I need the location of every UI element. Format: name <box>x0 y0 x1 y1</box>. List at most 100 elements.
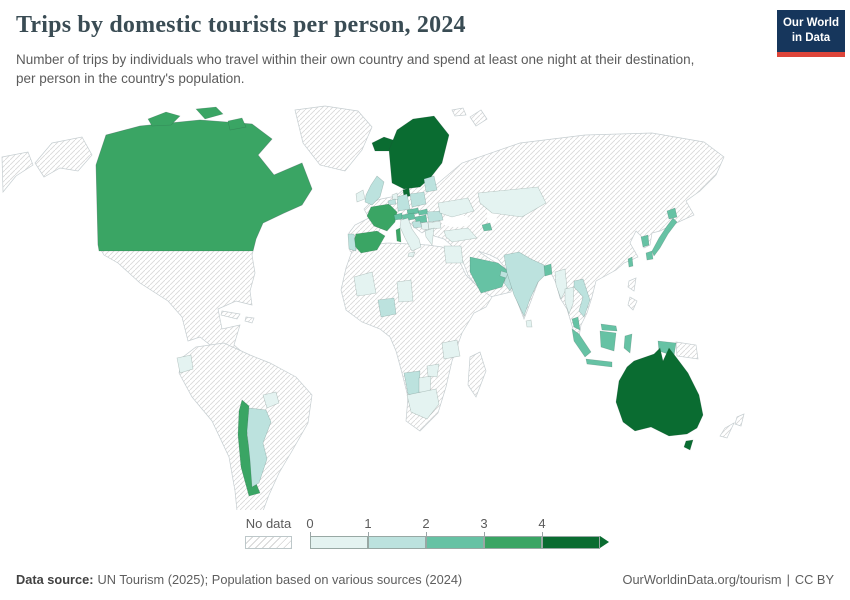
country-egypt[interactable] <box>443 245 464 264</box>
legend-tickmark-1 <box>368 532 369 536</box>
owid-logo[interactable]: Our World in Data <box>777 10 845 57</box>
legend-no-data-label: No data <box>245 516 292 531</box>
footer-owid-link[interactable]: OurWorldinData.org/tourism <box>622 572 782 587</box>
owid-logo-line1: Our World <box>782 17 839 29</box>
country-azerbaijan[interactable] <box>481 222 493 232</box>
country-norway-sweden-finland[interactable] <box>388 115 450 190</box>
country-switzerland[interactable] <box>393 212 403 221</box>
legend-tick-1: 1 <box>364 516 372 531</box>
landmass-novaya-zemlya <box>469 109 488 127</box>
chart-footer: Data source: UN Tourism (2025); Populatio… <box>16 572 834 587</box>
country-tanzania[interactable] <box>441 339 461 360</box>
country-canada-arctic-islands[interactable] <box>147 106 247 131</box>
landmass-svalbard <box>451 107 467 117</box>
country-south-africa[interactable] <box>406 388 440 420</box>
country-chad[interactable] <box>396 279 414 303</box>
country-malaysia-peninsula[interactable] <box>571 316 581 331</box>
country-italy[interactable] <box>399 217 422 258</box>
footer-source-label: Data source: <box>16 572 94 587</box>
country-sri-lanka[interactable] <box>525 319 533 328</box>
country-japan[interactable] <box>645 207 678 261</box>
footer-source: Data source: UN Tourism (2025); Populatio… <box>16 572 462 587</box>
legend-bin-4-plus[interactable] <box>542 536 600 549</box>
legend-bin-0-1[interactable] <box>310 536 368 549</box>
country-mali[interactable] <box>353 271 377 297</box>
country-belgium[interactable] <box>387 198 397 206</box>
world-choropleth-map <box>0 105 850 510</box>
chart-subtitle: Number of trips by individuals who trave… <box>16 52 695 87</box>
legend-arrow[interactable] <box>600 536 609 548</box>
legend-bin-3-4[interactable] <box>484 536 542 549</box>
country-portugal[interactable] <box>347 233 357 252</box>
landmass-new-zealand <box>719 413 745 439</box>
country-romania[interactable] <box>426 210 444 223</box>
legend-tickmark-2 <box>426 532 427 536</box>
landmass-alaska <box>34 136 93 178</box>
footer-right: OurWorldinData.org/tourism | CC BY <box>622 572 834 587</box>
country-france[interactable] <box>366 203 398 232</box>
country-australia[interactable] <box>615 347 704 437</box>
country-croatia[interactable] <box>411 220 423 229</box>
landmass-philippines <box>627 277 638 311</box>
country-india[interactable] <box>503 251 547 317</box>
legend-colorbar: 0 1 2 3 4 <box>306 516 620 552</box>
landmass-africa <box>340 242 493 432</box>
country-nigeria[interactable] <box>377 297 397 318</box>
country-baltic-states[interactable] <box>423 175 438 193</box>
country-netherlands[interactable] <box>391 192 399 201</box>
country-taiwan[interactable] <box>627 256 634 268</box>
country-poland[interactable] <box>409 191 427 208</box>
country-thailand[interactable] <box>564 286 575 315</box>
data-countries <box>95 106 704 497</box>
country-tasmania[interactable] <box>683 439 694 451</box>
country-greece[interactable] <box>424 227 435 246</box>
country-corsica-sardinia[interactable] <box>395 227 402 243</box>
map-legend: No data 0 1 2 3 4 <box>245 516 620 552</box>
legend-bin-2-3[interactable] <box>426 536 484 549</box>
footer-separator: | <box>786 572 790 587</box>
legend-no-data: No data <box>245 516 292 549</box>
country-turkey[interactable] <box>443 227 478 243</box>
map-svg <box>1 105 745 510</box>
legend-tick-2: 2 <box>422 516 430 531</box>
country-ireland[interactable] <box>355 189 366 203</box>
country-namibia[interactable] <box>403 370 421 397</box>
country-hungary[interactable] <box>414 214 428 224</box>
legend-tick-0: 0 <box>306 516 314 531</box>
legend-tickmark-4 <box>542 532 543 536</box>
country-vietnam[interactable] <box>573 278 591 318</box>
country-saudi-arabia[interactable] <box>469 256 509 294</box>
page-title: Trips by domestic tourists per person, 2… <box>16 12 466 38</box>
country-malaysia-borneo[interactable] <box>600 323 618 332</box>
legend-tick-4: 4 <box>538 516 546 531</box>
country-united-kingdom[interactable] <box>364 175 385 206</box>
country-kazakhstan[interactable] <box>477 186 547 218</box>
country-zimbabwe[interactable] <box>426 363 440 378</box>
black-sea <box>441 215 471 227</box>
country-ukraine[interactable] <box>437 197 475 218</box>
landmass-greenland <box>294 105 373 172</box>
footer-license: CC BY <box>794 572 834 587</box>
country-bangladesh[interactable] <box>543 263 553 277</box>
country-canada[interactable] <box>95 119 313 252</box>
legend-tickmark-3 <box>484 532 485 536</box>
country-ecuador[interactable] <box>176 354 194 374</box>
legend-no-data-swatch[interactable] <box>245 536 292 549</box>
legend-bin-1-2[interactable] <box>368 536 426 549</box>
country-south-korea[interactable] <box>640 234 650 248</box>
footer-source-text: UN Tourism (2025); Population based on v… <box>97 572 463 587</box>
legend-tickmark-0 <box>310 532 311 536</box>
landmass-papua-new-guinea <box>675 341 699 360</box>
country-myanmar[interactable] <box>554 268 568 300</box>
landmass-russia-east-sliver <box>1 151 34 193</box>
country-argentina[interactable] <box>246 407 272 488</box>
owid-logo-line2: in Data <box>791 31 831 44</box>
legend-tick-3: 3 <box>480 516 488 531</box>
country-paraguay[interactable] <box>262 391 280 409</box>
landmass-hispaniola <box>244 316 255 324</box>
country-indonesia[interactable] <box>571 328 677 368</box>
country-bulgaria[interactable] <box>427 220 442 230</box>
country-united-arab-emirates[interactable] <box>499 270 509 279</box>
country-germany[interactable] <box>396 193 411 212</box>
